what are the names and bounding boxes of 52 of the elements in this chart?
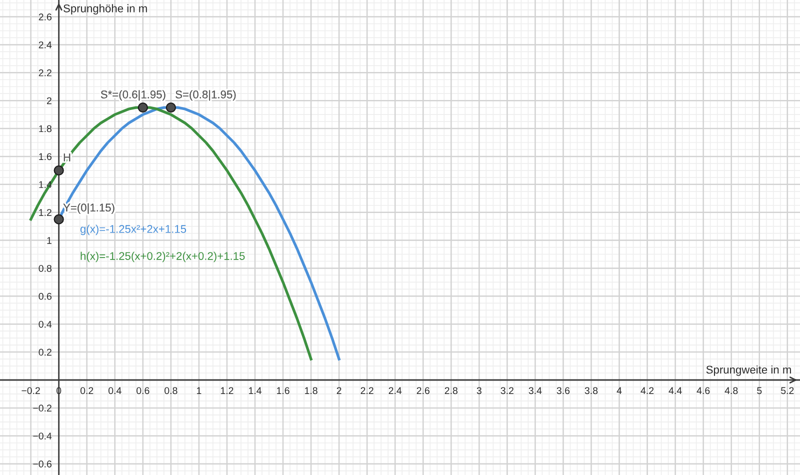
y-tick-label: −0.2 (33, 404, 52, 412)
x-tick-label: −0.2 (22, 387, 40, 394)
y-tick-label: 2.6 (38, 14, 52, 20)
x-tick-label: 3.6 (556, 387, 570, 394)
x-tick-label: 2 (336, 387, 342, 394)
y-tick-label: −0.6 (33, 460, 52, 468)
point (166, 102, 176, 113)
x-tick-label: 0.6 (136, 387, 150, 394)
x-tick-label: 3.2 (500, 387, 514, 394)
x-tick-label: 3.4 (528, 387, 542, 394)
series-label: g(x)=-1.25x²+2x+1.15 (80, 224, 186, 236)
y-tick-label: 0.2 (38, 348, 52, 356)
x-tick-label: 5.2 (781, 387, 794, 394)
annotation: S*=(0.6|1.95) (100, 90, 166, 101)
x-tick-label: 4.8 (724, 387, 738, 394)
x-tick-label: 4.2 (640, 387, 654, 394)
y-tick-label: 1.6 (39, 153, 52, 160)
y-tick-label: 2.2 (38, 69, 52, 76)
y-tick-label: 1 (47, 237, 52, 244)
x-tick-label: 5 (757, 387, 762, 394)
y-tick-label: 0.6 (38, 292, 52, 300)
y-tick-label: 0.8 (38, 264, 52, 272)
x-tick-label: 1 (196, 387, 202, 394)
x-tick-label: 1.8 (305, 387, 318, 394)
point (54, 165, 64, 176)
x-tick-label: 1.4 (248, 387, 262, 394)
y-tick-label: 1.8 (39, 125, 52, 132)
x-tick-label: 2.4 (388, 387, 402, 394)
x-tick-label: 0.4 (108, 387, 122, 394)
x-axis-title: Sprungweite in m (706, 365, 791, 376)
x-tick-label: 0.2 (80, 387, 94, 394)
annotation: S=(0.8|1.95) (176, 90, 236, 101)
x-tick-label: 2.8 (444, 387, 458, 394)
y-tick-label: 1.2 (39, 209, 52, 216)
point (138, 102, 148, 113)
x-tick-label: 4.4 (668, 387, 682, 394)
x-tick-label: 3 (476, 387, 482, 394)
x-tick-label: 2.6 (416, 387, 430, 394)
x-tick-label: 0.8 (164, 387, 178, 394)
x-tick-label: 3.8 (584, 387, 598, 394)
y-axis-title: Sprunghöhe in m (64, 4, 147, 15)
x-tick-label: 2.2 (360, 387, 374, 394)
x-tick-label: 1.2 (220, 387, 234, 394)
y-tick-label: −0.4 (33, 432, 52, 440)
y-tick-label: 2.4 (38, 41, 52, 48)
point (54, 214, 64, 224)
y-tick-label: 0.4 (38, 320, 52, 328)
text: h(x)=-1.25(x+0.2)²+2(x+0.2)+1.15 (80, 252, 245, 262)
x-tick-label: 4 (616, 387, 622, 394)
y-tick-label: 2 (46, 97, 52, 104)
x-tick-label: 4.6 (696, 387, 710, 394)
x-tick-label: 1.6 (276, 387, 290, 394)
